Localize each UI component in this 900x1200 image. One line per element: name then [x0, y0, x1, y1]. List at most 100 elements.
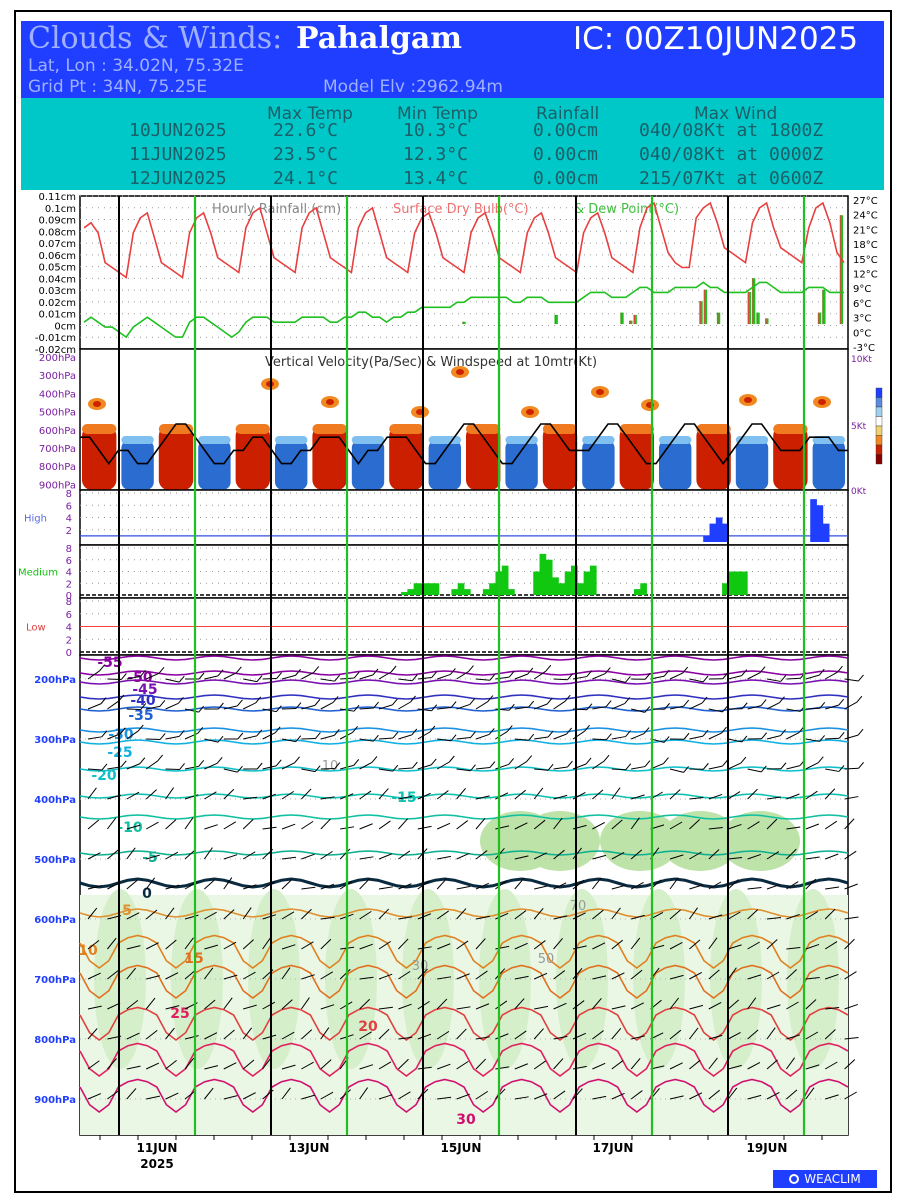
wind-barb	[495, 1000, 508, 1010]
wind-barb	[708, 827, 723, 830]
wind-barb-feather	[644, 706, 651, 713]
date-axis-tick: 13JUN	[289, 1141, 330, 1155]
wind-barb	[747, 941, 760, 950]
wind-barb-feather	[722, 705, 728, 713]
cloud-axis-tick: 6	[66, 501, 72, 512]
isotherm-label: 10	[78, 943, 98, 959]
wind-barb	[126, 1032, 140, 1040]
wind-barb	[242, 939, 254, 950]
wind-barb	[437, 1096, 452, 1100]
wind-barb	[223, 821, 237, 830]
wind-barb	[533, 972, 548, 980]
colour-bar-swatch	[875, 406, 883, 417]
rain-bar	[620, 312, 624, 325]
cloud-bar	[489, 583, 496, 595]
wind-barb	[398, 850, 411, 860]
wind-barb	[204, 824, 218, 830]
cloud-bar	[816, 505, 824, 542]
wind-barb	[572, 967, 583, 980]
wind-barb	[378, 940, 392, 950]
wind-barb	[844, 916, 859, 920]
wind-barb	[572, 847, 583, 860]
wind-barb-feather	[702, 729, 709, 737]
wind-barb	[281, 823, 296, 830]
colour-bar-swatch	[875, 435, 883, 446]
wind-barb	[281, 878, 293, 890]
wind-barb	[611, 972, 625, 980]
wind-barb	[728, 857, 743, 860]
wind-barb	[145, 997, 156, 1010]
wind-barb	[359, 738, 374, 742]
wind-barb	[223, 768, 238, 773]
cloud-bar	[709, 523, 717, 542]
isotherm-line	[79, 679, 849, 685]
wind-barb	[824, 941, 838, 950]
wind-barb	[281, 856, 296, 860]
temp-axis-tick: 15°C	[853, 255, 878, 266]
rising-air-cell	[466, 426, 501, 490]
wind-barb-feather	[547, 730, 554, 738]
wind-barb	[669, 877, 679, 890]
wind-barb-feather	[237, 699, 243, 707]
isotherm-line	[79, 964, 849, 1000]
isotherm-label: -35	[128, 708, 153, 724]
wind-barb	[456, 737, 471, 740]
wind-barb	[417, 1033, 432, 1040]
wind-barb	[747, 1029, 759, 1040]
wind-barb	[223, 705, 238, 710]
wind-barb	[689, 702, 703, 710]
dewpoint-series-label: & Dew Point(°C)	[574, 202, 679, 217]
cloud-bar	[545, 559, 553, 595]
header-banner: Clouds & Winds: Pahalgam IC: 00Z10JUN202…	[21, 21, 884, 98]
wind-barb	[534, 768, 549, 771]
wind-barb	[204, 762, 218, 770]
wind-barb	[553, 733, 567, 740]
wind-barb	[844, 1003, 859, 1010]
wind-barb-feather	[276, 672, 282, 679]
wind-barb	[107, 1002, 121, 1010]
wind-barb-feather	[295, 702, 302, 709]
wind-barb-feather	[624, 697, 631, 704]
wind-barb	[825, 704, 839, 710]
wind-barb-feather	[858, 674, 864, 682]
row-date: 10JUN2025	[129, 120, 227, 141]
wind-barb	[301, 941, 314, 950]
wind-barb-feather	[625, 763, 632, 771]
wind-barb	[805, 823, 820, 830]
wind-barb	[475, 767, 490, 770]
wind-barb	[320, 818, 331, 830]
wind-barb-feather	[545, 664, 552, 672]
wind-barb	[786, 947, 801, 950]
wind-barb	[727, 999, 740, 1010]
wind-barb	[805, 674, 820, 680]
wind-barb	[146, 705, 161, 710]
wind-barb	[495, 880, 507, 890]
wind-barb	[398, 1091, 411, 1100]
wind-barb-feather	[411, 728, 418, 736]
wind-barb	[243, 1004, 257, 1010]
wind-barb	[747, 853, 762, 860]
sinking-air-cell	[351, 440, 385, 490]
wind-barb-feather	[373, 701, 379, 709]
wind-barb	[456, 820, 469, 830]
wind-barb	[766, 678, 781, 682]
wind-barb-feather	[468, 665, 474, 672]
logo-ring-icon	[789, 1174, 800, 1184]
wind-barb	[534, 885, 548, 890]
isotherm-line	[79, 877, 849, 889]
wind-barb	[514, 855, 529, 860]
wind-barb-feather	[740, 756, 747, 764]
wind-barb-feather	[159, 733, 166, 740]
wind-barb	[786, 969, 797, 980]
date-axis-tick: 19JUN	[747, 1141, 788, 1155]
wind-barb	[824, 820, 838, 830]
wind-barb-feather	[584, 724, 590, 732]
wind-barb	[844, 734, 859, 740]
wind-barb	[727, 762, 742, 770]
wind-barb	[301, 1029, 313, 1040]
wind-barb	[107, 1058, 117, 1070]
wind-barb-feather	[508, 758, 515, 765]
cloud-bar	[482, 589, 490, 595]
wind-barb	[165, 1027, 175, 1040]
wind-barb	[107, 969, 119, 980]
